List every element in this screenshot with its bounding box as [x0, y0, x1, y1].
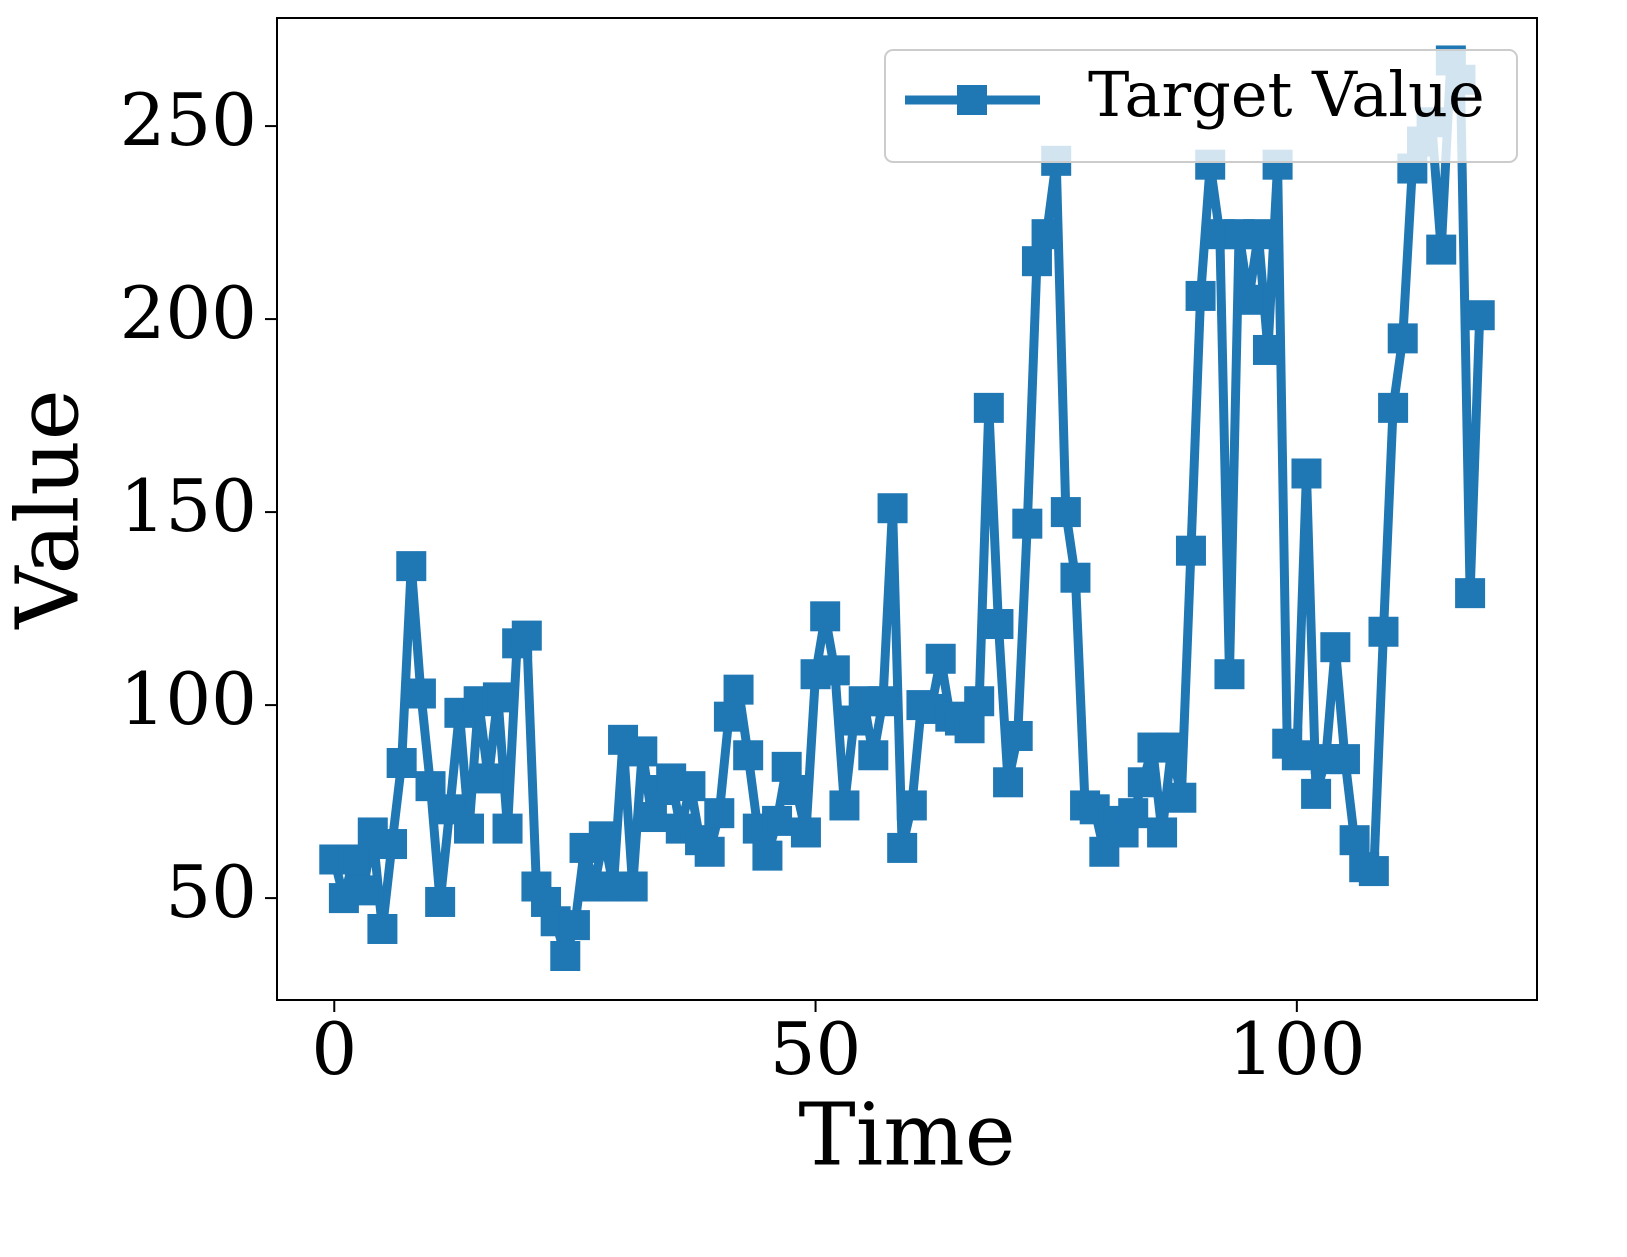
- y-tick-label: 250: [120, 78, 257, 162]
- data-marker: [733, 740, 764, 771]
- data-marker: [1387, 323, 1418, 354]
- data-marker: [1156, 732, 1187, 763]
- legend: Target Value: [884, 49, 1518, 163]
- data-marker: [1455, 578, 1486, 609]
- x-tick-label: 50: [770, 1007, 862, 1091]
- data-marker: [1185, 280, 1216, 311]
- data-marker: [1002, 720, 1033, 751]
- data-marker: [338, 844, 369, 875]
- data-marker: [877, 493, 908, 524]
- data-marker: [819, 655, 850, 686]
- plot-frame: [276, 17, 1538, 1001]
- data-marker: [1339, 825, 1370, 856]
- data-marker: [1291, 458, 1322, 489]
- data-marker: [1358, 856, 1389, 887]
- data-marker: [550, 940, 581, 971]
- data-marker: [1243, 219, 1274, 250]
- y-axis-label: Value: [0, 389, 99, 629]
- data-marker: [1301, 778, 1332, 809]
- data-marker: [1050, 497, 1081, 528]
- data-marker: [752, 840, 783, 871]
- data-marker: [1147, 817, 1178, 848]
- data-marker: [964, 686, 995, 717]
- data-marker: [829, 790, 860, 821]
- data-marker: [482, 682, 513, 713]
- legend-marker: [957, 85, 987, 115]
- x-tick-label: 100: [1228, 1007, 1365, 1091]
- data-marker: [511, 620, 542, 651]
- data-marker: [1329, 744, 1360, 775]
- y-tick-label: 50: [165, 850, 257, 934]
- data-marker: [1031, 219, 1062, 250]
- data-marker: [588, 821, 619, 852]
- data-marker: [1012, 508, 1043, 539]
- data-marker: [1021, 246, 1052, 277]
- data-marker: [559, 910, 590, 941]
- data-marker: [1378, 392, 1409, 423]
- data-marker: [858, 740, 889, 771]
- data-marker: [1281, 740, 1312, 771]
- data-marker: [627, 736, 658, 767]
- data-marker: [1214, 659, 1245, 690]
- data-marker: [1252, 334, 1283, 365]
- data-marker: [473, 763, 504, 794]
- data-marker: [1320, 632, 1351, 663]
- data-marker: [1175, 535, 1206, 566]
- data-marker: [454, 813, 485, 844]
- data-marker: [954, 713, 985, 744]
- data-marker: [1233, 284, 1264, 315]
- data-marker: [492, 813, 523, 844]
- data-marker: [781, 775, 812, 806]
- data-marker: [425, 886, 456, 917]
- data-marker: [887, 832, 918, 863]
- data-marker: [867, 686, 898, 717]
- data-marker: [405, 678, 436, 709]
- data-marker: [1368, 616, 1399, 647]
- data-marker: [790, 817, 821, 848]
- data-marker: [348, 875, 379, 906]
- data-marker: [983, 609, 1014, 640]
- data-marker: [396, 551, 427, 582]
- data-marker: [973, 392, 1004, 423]
- data-marker: [713, 701, 744, 732]
- data-marker: [1166, 782, 1197, 813]
- x-tick-label: 0: [311, 1007, 357, 1091]
- data-marker: [925, 643, 956, 674]
- y-tick-label: 100: [120, 657, 257, 741]
- data-marker: [1060, 562, 1091, 593]
- data-marker: [1118, 798, 1149, 829]
- data-marker: [704, 798, 735, 829]
- legend-box: [884, 49, 1518, 163]
- y-tick-label: 150: [120, 464, 257, 548]
- data-marker: [617, 871, 648, 902]
- data-marker: [694, 836, 725, 867]
- data-marker: [636, 802, 667, 833]
- data-marker: [993, 767, 1024, 798]
- data-marker: [386, 747, 417, 778]
- data-marker: [1426, 234, 1457, 265]
- y-tick-label: 200: [120, 271, 257, 355]
- data-marker: [762, 805, 793, 836]
- data-marker: [723, 674, 754, 705]
- data-marker: [367, 913, 398, 944]
- legend-label: Target Value: [1088, 58, 1485, 131]
- data-marker: [1464, 300, 1495, 331]
- data-marker: [896, 790, 927, 821]
- data-marker: [1127, 767, 1158, 798]
- data-marker: [810, 601, 841, 632]
- data-marker: [675, 771, 706, 802]
- x-axis-label: Time: [798, 1086, 1015, 1186]
- data-marker: [377, 829, 408, 860]
